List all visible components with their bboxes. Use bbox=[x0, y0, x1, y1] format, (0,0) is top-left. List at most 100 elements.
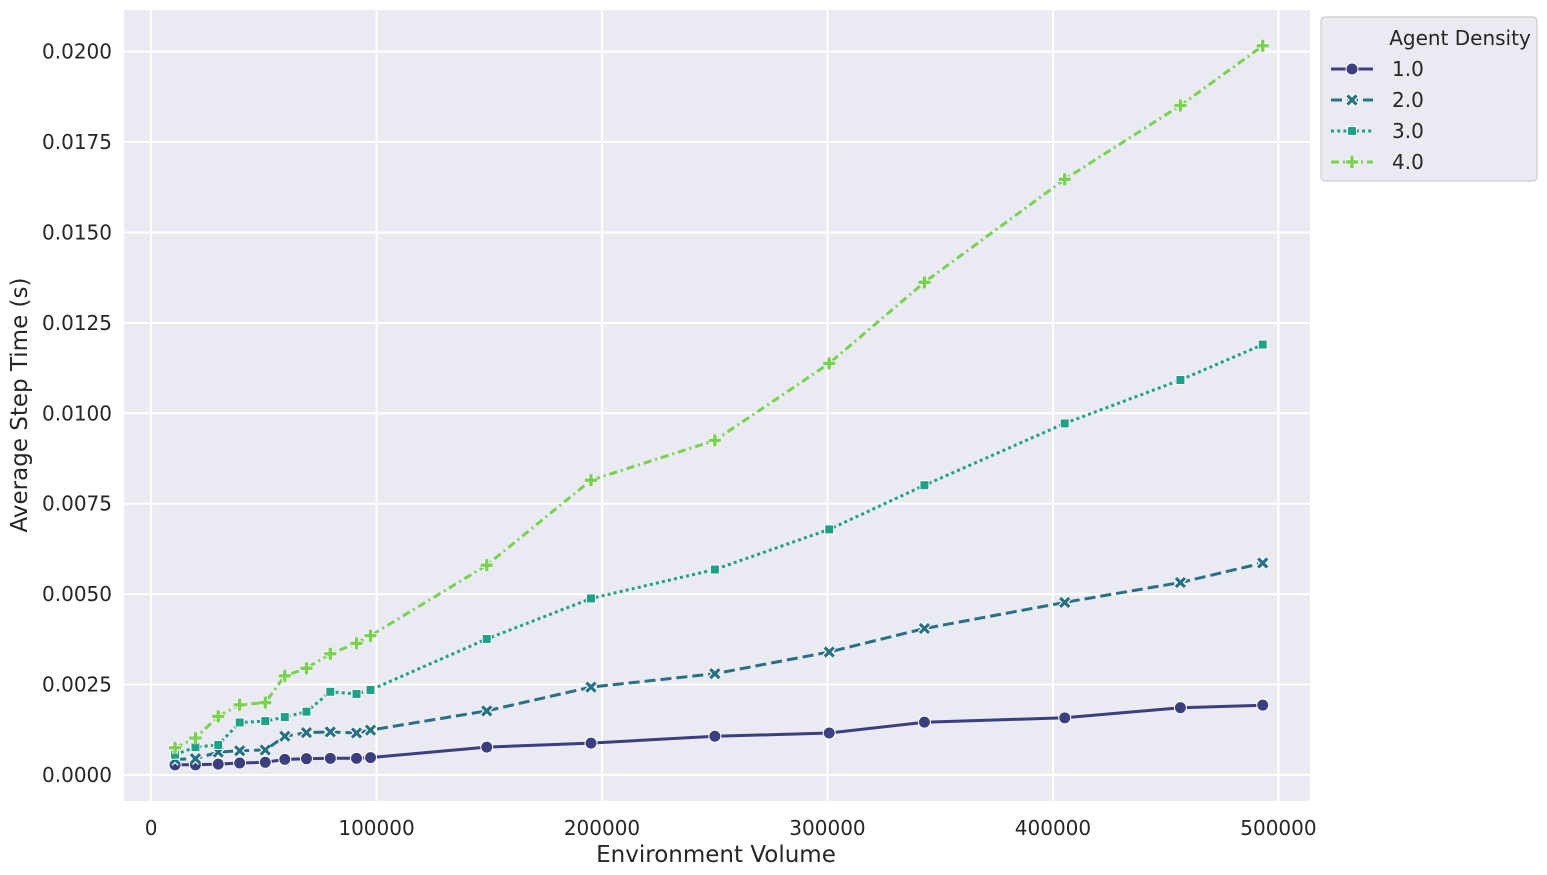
data-point bbox=[1256, 39, 1269, 52]
legend-marker bbox=[1345, 62, 1359, 76]
data-point bbox=[364, 629, 377, 642]
y-tick-label: 0.0075 bbox=[42, 492, 112, 516]
y-tick-label: 0.0150 bbox=[42, 220, 112, 244]
data-point bbox=[325, 686, 336, 697]
data-point bbox=[364, 751, 378, 765]
data-point bbox=[351, 688, 362, 699]
data-point bbox=[213, 739, 224, 750]
data-point bbox=[350, 726, 363, 740]
data-point bbox=[233, 756, 247, 770]
data-point bbox=[323, 725, 337, 739]
data-point bbox=[233, 744, 247, 758]
data-point bbox=[709, 564, 720, 575]
data-point bbox=[1059, 418, 1070, 429]
data-point bbox=[1174, 99, 1187, 112]
data-point bbox=[300, 726, 313, 740]
data-point bbox=[917, 622, 931, 635]
data-point bbox=[823, 357, 836, 370]
data-point bbox=[324, 647, 337, 660]
legend-box bbox=[1320, 16, 1538, 182]
legend-marker bbox=[1347, 126, 1357, 136]
data-point bbox=[708, 729, 722, 743]
x-axis-ticks: 0 100000 200000 300000 400000 500000 bbox=[145, 816, 1317, 840]
data-point bbox=[323, 751, 337, 765]
data-point bbox=[169, 741, 182, 754]
legend-item: 4.0 bbox=[1331, 150, 1424, 174]
data-point bbox=[919, 480, 930, 491]
data-point bbox=[278, 752, 292, 766]
legend-label: 4.0 bbox=[1392, 150, 1424, 174]
data-point bbox=[1256, 698, 1270, 712]
y-axis-ticks: 0.0000 0.0025 0.0050 0.0075 0.0100 0.0125 0.01… bbox=[42, 40, 112, 787]
data-point bbox=[584, 474, 597, 487]
legend-label: 3.0 bbox=[1392, 119, 1424, 143]
data-point bbox=[1058, 711, 1072, 725]
series-1.0 bbox=[168, 698, 1270, 772]
data-point bbox=[350, 637, 363, 650]
data-point bbox=[350, 751, 364, 765]
x-tick-label: 200000 bbox=[564, 816, 640, 840]
y-tick-label: 0.0000 bbox=[42, 763, 112, 787]
x-axis-label: Environment Volume bbox=[596, 842, 836, 868]
data-point bbox=[364, 723, 377, 737]
legend-marker bbox=[1345, 93, 1359, 107]
data-point bbox=[1257, 339, 1268, 350]
x-tick-label: 300000 bbox=[789, 816, 865, 840]
series-4.0 bbox=[169, 39, 1269, 754]
gridlines bbox=[124, 10, 1310, 801]
y-tick-label: 0.0200 bbox=[42, 40, 112, 64]
data-point bbox=[258, 755, 272, 769]
data-point bbox=[708, 434, 721, 447]
series-lines bbox=[168, 39, 1270, 772]
x-tick-label: 500000 bbox=[1240, 816, 1316, 840]
plot-area bbox=[124, 10, 1310, 801]
data-point bbox=[278, 669, 291, 682]
data-point bbox=[1058, 595, 1072, 609]
data-point bbox=[1058, 173, 1071, 186]
y-tick-label: 0.0050 bbox=[42, 582, 112, 606]
legend-item: 1.0 bbox=[1331, 57, 1424, 81]
data-point bbox=[480, 559, 493, 572]
data-point bbox=[211, 757, 225, 771]
data-point bbox=[189, 732, 202, 745]
data-point bbox=[188, 752, 202, 766]
legend-item: 3.0 bbox=[1331, 119, 1424, 143]
series-3.0 bbox=[170, 339, 1268, 760]
legend-title: Agent Density bbox=[1389, 26, 1531, 50]
data-point bbox=[234, 717, 245, 728]
data-point bbox=[918, 276, 931, 289]
data-point bbox=[1173, 576, 1187, 589]
data-point bbox=[365, 684, 376, 695]
y-tick-label: 0.0175 bbox=[42, 130, 112, 154]
legend-marker bbox=[1346, 156, 1358, 168]
data-point bbox=[1256, 556, 1270, 570]
data-point bbox=[824, 524, 835, 535]
data-point bbox=[1175, 375, 1186, 386]
data-point bbox=[259, 696, 272, 709]
data-point bbox=[584, 736, 598, 750]
data-point bbox=[585, 593, 596, 604]
x-tick-label: 0 bbox=[145, 816, 158, 840]
data-point bbox=[822, 645, 836, 659]
series-line bbox=[175, 561, 1264, 761]
x-tick-label: 100000 bbox=[338, 816, 414, 840]
x-tick-label: 400000 bbox=[1015, 816, 1091, 840]
legend-label: 2.0 bbox=[1392, 88, 1424, 112]
legend-label: 1.0 bbox=[1392, 57, 1424, 81]
y-axis-label: Average Step Time (s) bbox=[7, 278, 33, 533]
data-point bbox=[301, 706, 312, 717]
legend: Agent Density 1.0 2.0 3.0 4.0 bbox=[1320, 16, 1538, 182]
y-tick-label: 0.0125 bbox=[42, 311, 112, 335]
y-tick-label: 0.0025 bbox=[42, 673, 112, 697]
data-point bbox=[260, 716, 271, 727]
data-point bbox=[584, 680, 598, 694]
data-point bbox=[822, 726, 836, 740]
data-point bbox=[917, 715, 931, 729]
data-point bbox=[481, 633, 492, 644]
data-point bbox=[300, 662, 313, 675]
data-point bbox=[278, 729, 292, 743]
data-point bbox=[299, 752, 313, 766]
data-point bbox=[279, 712, 290, 723]
data-point bbox=[212, 710, 225, 723]
